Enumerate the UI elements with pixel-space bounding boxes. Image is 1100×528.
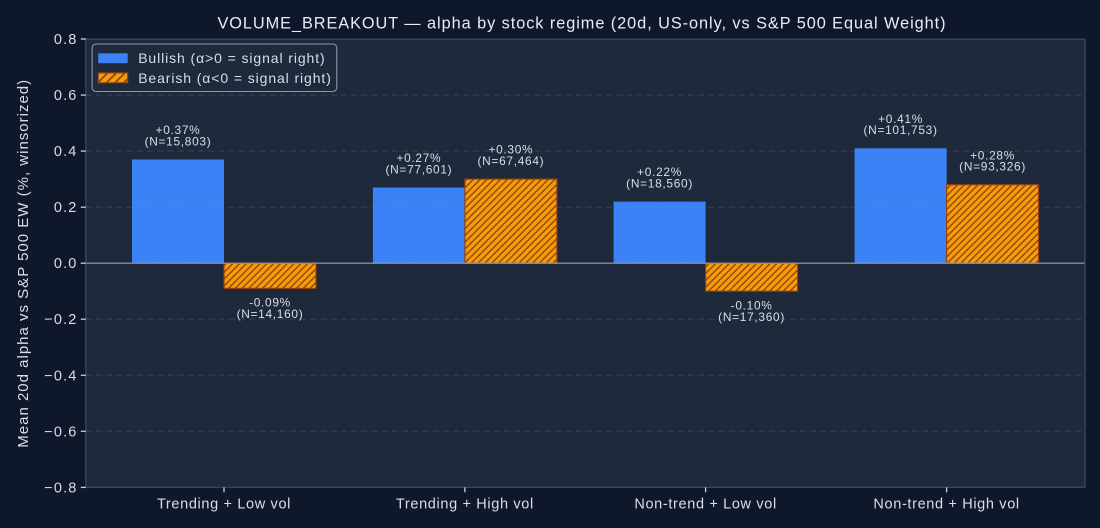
- svg-text:(N=77,601): (N=77,601): [385, 162, 452, 176]
- svg-text:+0.41%: +0.41%: [878, 112, 923, 126]
- svg-text:−0.6: −0.6: [44, 424, 77, 440]
- svg-text:−0.8: −0.8: [44, 480, 77, 496]
- svg-text:Non-trend + High vol: Non-trend + High vol: [873, 497, 1019, 513]
- svg-text:+0.22%: +0.22%: [637, 165, 682, 179]
- svg-text:Bearish (α<0 = signal right): Bearish (α<0 = signal right): [138, 70, 332, 86]
- svg-text:0.0: 0.0: [54, 256, 78, 272]
- svg-text:(N=67,464): (N=67,464): [477, 154, 544, 168]
- svg-text:0.4: 0.4: [54, 144, 78, 160]
- svg-text:+0.28%: +0.28%: [970, 148, 1015, 162]
- svg-text:0.8: 0.8: [54, 32, 78, 48]
- svg-text:Trending + Low vol: Trending + Low vol: [157, 497, 291, 513]
- svg-text:−0.4: −0.4: [44, 368, 77, 384]
- svg-text:-0.10%: -0.10%: [731, 299, 773, 313]
- svg-text:(N=101,753): (N=101,753): [864, 123, 938, 137]
- svg-text:Trending + High vol: Trending + High vol: [396, 497, 534, 513]
- svg-text:Mean 20d alpha vs S&P 500 EW (: Mean 20d alpha vs S&P 500 EW (%, winsori…: [15, 79, 32, 448]
- svg-text:(N=18,560): (N=18,560): [626, 177, 693, 191]
- svg-text:(N=15,803): (N=15,803): [145, 134, 212, 148]
- svg-text:(N=93,326): (N=93,326): [959, 160, 1026, 174]
- svg-text:Non-trend + Low vol: Non-trend + Low vol: [634, 497, 777, 513]
- svg-text:Bullish (α>0 = signal right): Bullish (α>0 = signal right): [138, 50, 325, 66]
- svg-text:0.6: 0.6: [54, 88, 78, 104]
- svg-text:+0.37%: +0.37%: [156, 123, 201, 137]
- svg-text:VOLUME_BREAKOUT — alpha by sto: VOLUME_BREAKOUT — alpha by stock regime …: [218, 15, 947, 33]
- svg-text:+0.27%: +0.27%: [396, 151, 441, 165]
- svg-text:+0.30%: +0.30%: [488, 143, 533, 157]
- svg-text:-0.09%: -0.09%: [249, 296, 291, 310]
- svg-text:−0.2: −0.2: [44, 312, 77, 328]
- svg-text:(N=14,160): (N=14,160): [237, 307, 304, 321]
- svg-text:(N=17,360): (N=17,360): [718, 310, 785, 324]
- svg-text:0.2: 0.2: [54, 200, 78, 216]
